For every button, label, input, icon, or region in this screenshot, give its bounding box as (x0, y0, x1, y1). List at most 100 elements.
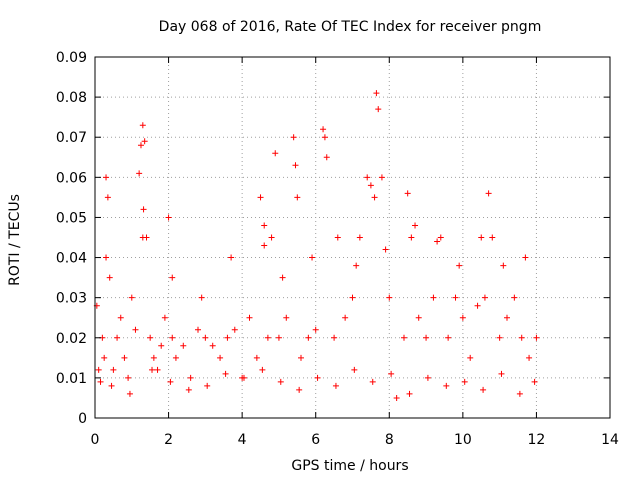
data-point (430, 294, 437, 301)
data-point (334, 234, 341, 241)
data-point (279, 274, 286, 281)
data-point (461, 378, 468, 385)
data-point (518, 334, 525, 341)
y-tick-label: 0.03 (56, 291, 87, 307)
data-point (228, 254, 235, 261)
data-point (393, 394, 400, 401)
data-point (386, 294, 393, 301)
data-point (103, 174, 110, 181)
y-tick-label: 0.09 (56, 50, 87, 66)
data-point (305, 334, 312, 341)
data-point (114, 334, 121, 341)
y-tick-label: 0.07 (56, 130, 87, 146)
data-point (161, 314, 168, 321)
data-point (415, 314, 422, 321)
data-point (158, 342, 165, 349)
data-point (139, 234, 146, 241)
data-point (364, 174, 371, 181)
data-point (401, 334, 407, 341)
data-point (272, 150, 279, 157)
data-point (406, 390, 413, 397)
data-point (140, 206, 147, 213)
data-point (382, 246, 389, 253)
data-point (180, 342, 187, 349)
data-point (378, 174, 385, 181)
x-tick-label: 8 (385, 432, 394, 448)
x-tick-label: 14 (601, 432, 619, 448)
data-point (321, 134, 328, 141)
data-point (424, 374, 431, 381)
data-point (504, 314, 510, 321)
data-point (259, 366, 266, 373)
data-point (136, 170, 143, 177)
x-tick-label: 10 (454, 432, 472, 448)
data-point (139, 122, 146, 129)
data-point (423, 334, 430, 341)
data-point (367, 182, 374, 189)
data-point (103, 254, 110, 261)
data-point (121, 354, 128, 361)
data-point (437, 234, 444, 241)
y-tick-label: 0.04 (56, 251, 87, 267)
data-point (292, 162, 299, 169)
data-point (485, 190, 492, 197)
data-point (369, 378, 376, 385)
y-tick-label: 0.08 (56, 90, 87, 106)
data-point (187, 374, 194, 381)
x-tick-label: 4 (238, 432, 247, 448)
data-point (167, 378, 174, 385)
data-point (443, 382, 450, 389)
data-point (117, 314, 124, 321)
data-point (185, 386, 192, 393)
data-point (404, 190, 411, 197)
data-point (268, 234, 275, 241)
x-tick-label: 0 (91, 432, 100, 448)
data-point (169, 334, 176, 341)
data-point (240, 374, 247, 381)
data-point (298, 354, 304, 361)
y-axis-label: ROTI / TECUs (7, 194, 23, 286)
data-point (222, 370, 229, 377)
data-point (511, 294, 518, 301)
axis-ticks: 0 0.01 0.02 0.03 0.04 0.05 0.06 0.07 0.08 0.09 0 2 4… (56, 50, 619, 448)
data-point (290, 134, 297, 141)
data-point (323, 154, 330, 161)
data-point (261, 222, 268, 229)
data-point (217, 354, 224, 361)
data-point (209, 342, 216, 349)
data-point (261, 242, 268, 249)
y-tick-label: 0.06 (56, 170, 87, 186)
y-tick-label: 0 (78, 411, 87, 427)
data-point (434, 238, 441, 245)
data-point (496, 334, 503, 341)
data-point (104, 194, 111, 201)
data-point (459, 314, 466, 321)
data-point (356, 234, 363, 241)
data-point (349, 294, 356, 301)
data-point (467, 354, 474, 361)
data-point (110, 366, 117, 373)
data-point (498, 370, 505, 377)
data-point (150, 354, 157, 361)
data-point (125, 374, 132, 381)
data-point (141, 138, 148, 145)
data-point (149, 366, 156, 373)
y-tick-label: 0.01 (56, 371, 87, 387)
data-point (474, 302, 481, 309)
data-point (204, 382, 211, 389)
data-point (531, 378, 538, 385)
data-points (93, 90, 540, 401)
data-point (132, 326, 139, 333)
chart-title: Day 068 of 2016, Rate Of TEC Index for r… (159, 19, 542, 35)
data-point (257, 194, 264, 201)
data-point (320, 126, 327, 133)
x-tick-label: 12 (528, 432, 546, 448)
data-point (314, 374, 321, 381)
data-point (331, 334, 338, 341)
data-point (294, 194, 301, 201)
data-point (478, 234, 485, 241)
data-point (456, 262, 463, 269)
data-point (202, 334, 209, 341)
plot-frame (94, 56, 611, 419)
data-point (277, 378, 284, 385)
